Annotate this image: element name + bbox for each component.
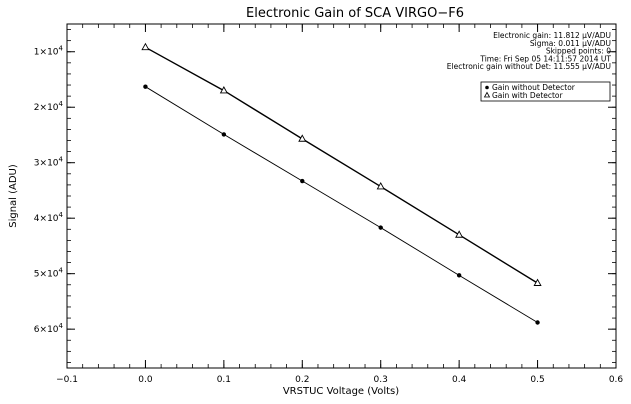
data-point <box>300 178 305 184</box>
data-point <box>298 134 307 142</box>
data-point <box>376 182 385 190</box>
y-axis-ticks: 1×104 2×104 3×104 4×104 5×104 6×104 <box>34 29 616 363</box>
y-axis-label: Signal (ADU) <box>8 164 19 228</box>
data-point <box>378 225 383 230</box>
info-line: Time: Fri Sep 05 14:11:57 2014 UT <box>479 54 611 63</box>
data-point <box>535 320 540 325</box>
data-point <box>219 86 228 94</box>
info-line: Electronic gain: 11.812 µV/ADU <box>493 31 611 40</box>
x-tick-label: 0.0 <box>138 375 153 385</box>
data-point <box>533 278 542 286</box>
x-tick-label: −0.1 <box>56 375 78 385</box>
x-tick-label: 0.5 <box>530 375 544 385</box>
x-tick-label: 0.3 <box>374 375 388 385</box>
data-point <box>221 132 227 137</box>
y-tick-label: 6×104 <box>34 322 64 335</box>
legend-label: Gain without Detector <box>492 83 576 92</box>
legend-marker <box>485 85 489 90</box>
data-point <box>143 84 148 89</box>
info-line: Skipped points: 0 <box>546 47 611 56</box>
data-point <box>455 230 464 238</box>
x-tick-label: 0.6 <box>609 375 624 385</box>
series-line <box>145 86 538 323</box>
plot-frame <box>66 23 617 369</box>
info-line: Electronic gain without Det: 11.555 µV/A… <box>447 62 611 71</box>
chart-title: Electronic Gain of SCA VIRGO−F6 <box>246 6 464 21</box>
x-axis-ticks: −0.1 0.0 0.1 0.2 0.3 0.4 0.5 0.6 <box>56 24 623 385</box>
series-layer <box>141 42 542 325</box>
x-tick-label: 0.2 <box>295 375 309 385</box>
y-tick-label: 3×104 <box>34 156 64 169</box>
info-line: Sigma: 0.011 µV/ADU <box>530 39 611 48</box>
legend-marker <box>483 91 491 98</box>
x-axis-label: VRSTUC Voltage (Volts) <box>283 386 399 397</box>
y-tick-label: 1×104 <box>34 45 64 58</box>
y-tick-label: 5×104 <box>34 267 64 280</box>
y-tick-label: 4×104 <box>34 211 64 224</box>
legend-box <box>480 81 611 102</box>
data-point <box>456 273 462 278</box>
legend-label: Gain with Detector <box>492 91 564 100</box>
x-tick-label: 0.4 <box>452 375 467 385</box>
y-tick-label: 2×104 <box>34 100 64 113</box>
x-tick-label: 0.1 <box>217 375 231 385</box>
series-line <box>145 46 538 284</box>
data-point <box>141 42 150 51</box>
